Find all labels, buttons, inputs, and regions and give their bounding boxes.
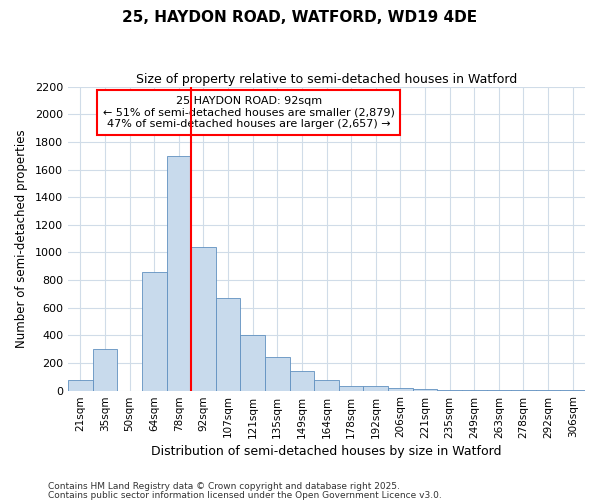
Bar — [290, 370, 314, 390]
Bar — [92, 349, 117, 391]
Bar — [413, 389, 437, 390]
Bar — [339, 386, 364, 390]
Text: Contains HM Land Registry data © Crown copyright and database right 2025.: Contains HM Land Registry data © Crown c… — [48, 482, 400, 491]
Y-axis label: Number of semi-detached properties: Number of semi-detached properties — [15, 130, 28, 348]
Bar — [191, 247, 216, 390]
Bar — [388, 388, 413, 390]
Bar — [167, 156, 191, 390]
X-axis label: Distribution of semi-detached houses by size in Watford: Distribution of semi-detached houses by … — [151, 444, 502, 458]
Bar — [265, 356, 290, 390]
Bar — [314, 380, 339, 390]
Text: 25 HAYDON ROAD: 92sqm
← 51% of semi-detached houses are smaller (2,879)
47% of s: 25 HAYDON ROAD: 92sqm ← 51% of semi-deta… — [103, 96, 395, 129]
Bar — [364, 386, 388, 390]
Text: Contains public sector information licensed under the Open Government Licence v3: Contains public sector information licen… — [48, 490, 442, 500]
Bar — [142, 272, 167, 390]
Bar — [241, 336, 265, 390]
Bar — [216, 298, 241, 390]
Text: 25, HAYDON ROAD, WATFORD, WD19 4DE: 25, HAYDON ROAD, WATFORD, WD19 4DE — [122, 10, 478, 25]
Title: Size of property relative to semi-detached houses in Watford: Size of property relative to semi-detach… — [136, 72, 517, 86]
Bar — [68, 380, 92, 390]
